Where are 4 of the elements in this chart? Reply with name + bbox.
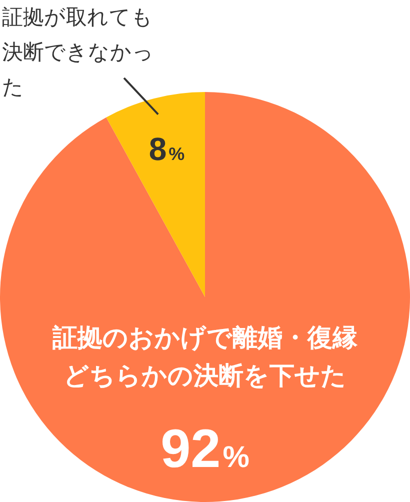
data-label: 8% <box>148 131 185 168</box>
slice-label: 証拠のおかげで離婚・復縁どちらかの決断を下せた <box>52 324 358 390</box>
data-label: 92% <box>160 419 250 479</box>
slice-label: 証拠が取れても決断できなかった <box>2 6 154 99</box>
